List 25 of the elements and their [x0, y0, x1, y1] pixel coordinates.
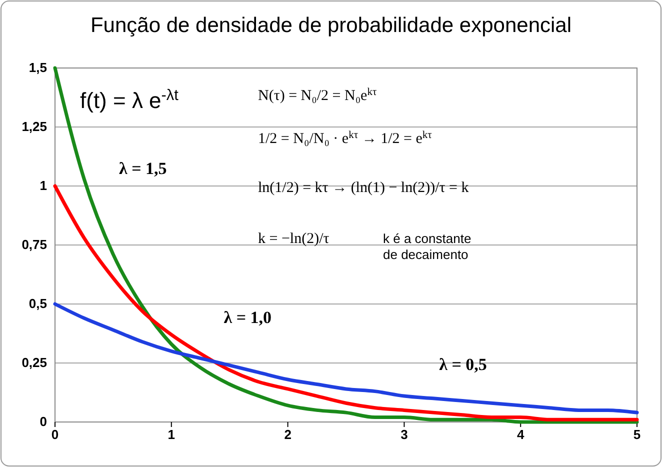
annotation: ln(1/2) = kτ → (ln(1) − ln(2))/τ = k: [258, 180, 470, 196]
y-tick-label: 0,5: [28, 296, 47, 312]
x-tick-label: 4: [516, 427, 525, 442]
x-tick-label: 1: [168, 427, 176, 442]
annotation: k é a constante de decaimento: [383, 231, 472, 262]
line-series: [53, 302, 639, 414]
x-tick-label: 3: [400, 427, 408, 442]
y-tick-label: 1,25: [22, 119, 47, 134]
y-tick-label: 0: [40, 414, 47, 430]
annotation: f(t) = λ e$^{-λt}$: [80, 86, 180, 113]
series-label: λ = 0,5: [439, 355, 487, 374]
y-tick-label: 0,25: [22, 355, 47, 370]
y-tick-label: 1,5: [28, 60, 47, 76]
line-series: [53, 66, 639, 424]
x-tick-label: 5: [633, 427, 641, 442]
chart-title: Função de densidade de probabilidade exponencial: [90, 14, 572, 37]
series-label: λ = 1,5: [119, 159, 167, 178]
annotation: N(τ) = N₀/2 = N₀e$^{kτ}$: [258, 86, 377, 104]
text: λ = 1,0: [224, 308, 272, 327]
y-tick-label: 0,75: [22, 237, 47, 252]
y-tick-label: 1: [40, 178, 47, 194]
x-tick-label: 0: [51, 427, 59, 442]
x-tick-label: 2: [284, 427, 292, 442]
annotation: k = −ln(2)/τ: [258, 231, 330, 247]
annotation: 1/2 = N₀/N₀ · e$^{kτ}$ → 1/2 = e$^{kτ}$: [258, 130, 432, 147]
